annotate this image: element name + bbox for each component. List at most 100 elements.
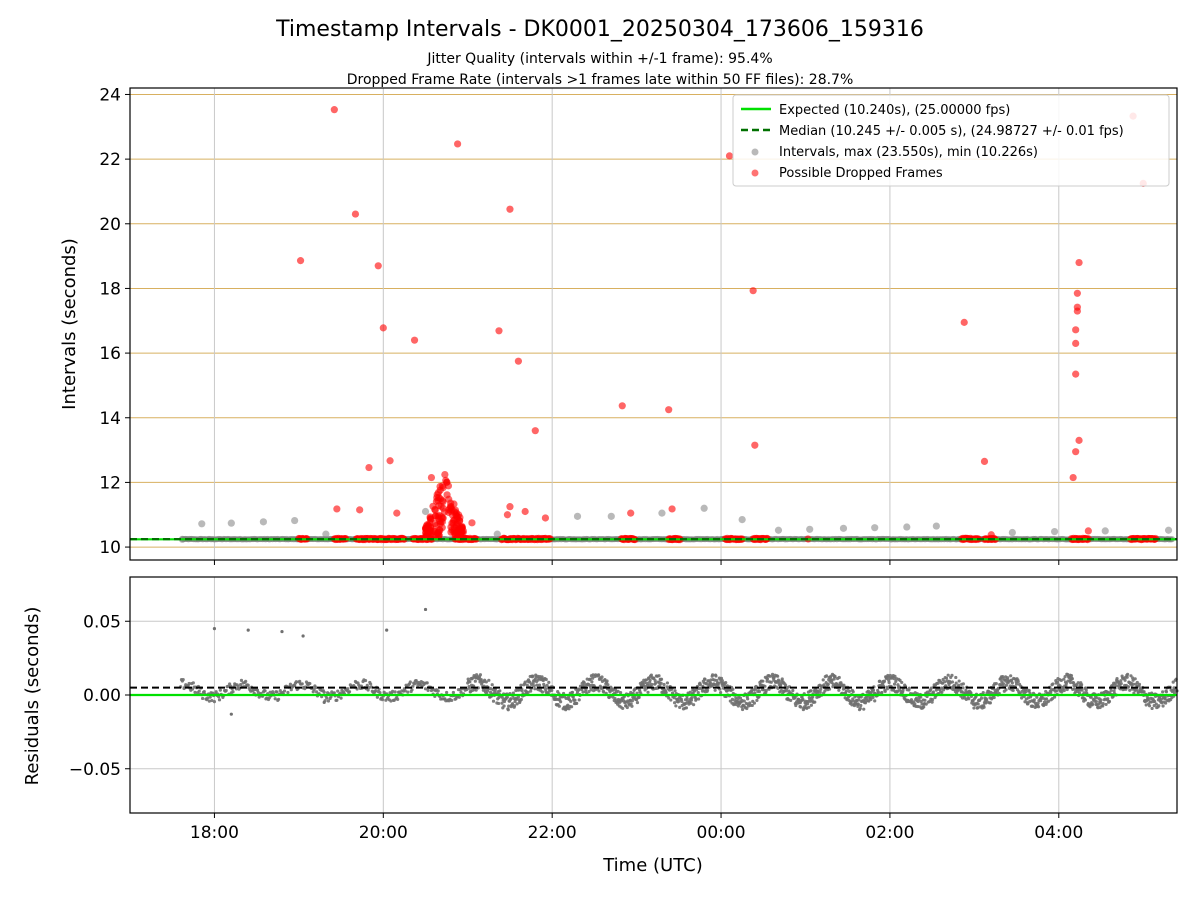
dropped-frame-point	[440, 508, 449, 516]
residual-point	[445, 690, 449, 695]
residual-point	[406, 690, 410, 694]
residual-point	[1107, 699, 1112, 704]
residual-point	[930, 700, 934, 704]
residual-point	[690, 696, 694, 700]
residual-point	[943, 680, 947, 684]
residual-point	[1006, 676, 1010, 680]
residual-point	[202, 689, 206, 694]
residual-point	[1082, 691, 1086, 695]
residual-point	[613, 687, 618, 692]
residual-point	[1060, 690, 1064, 694]
dropped-frame-point	[374, 262, 382, 270]
residual-point	[944, 676, 949, 680]
residual-point	[1146, 698, 1150, 702]
residual-point	[1131, 682, 1136, 686]
residual-point	[294, 680, 298, 684]
residual-point	[680, 699, 684, 703]
residual-point	[557, 704, 561, 708]
residual-point	[664, 691, 668, 695]
residual-point	[880, 690, 884, 695]
residual-point	[703, 677, 707, 681]
residual-point	[907, 686, 911, 690]
residual-point	[496, 701, 501, 706]
residual-point	[277, 697, 281, 701]
legend-intervals-swatch	[751, 148, 759, 156]
residual-point	[930, 697, 935, 702]
residual-point	[957, 683, 961, 687]
residual-point	[1106, 697, 1110, 701]
residual-point	[677, 699, 681, 703]
residual-point	[588, 677, 592, 681]
residual-point	[1137, 682, 1142, 686]
residual-point	[293, 684, 297, 688]
residual-point	[826, 682, 830, 686]
residual-point	[244, 679, 248, 683]
residual-point	[1144, 703, 1148, 707]
residual-point	[1126, 685, 1131, 689]
residual-point	[876, 690, 881, 695]
legend-median: Median (10.245 +/- 0.005 s), (24.98727 +…	[779, 124, 1124, 139]
dropped-frame-point	[1084, 527, 1092, 535]
residual-point	[844, 689, 849, 693]
chart-subtitle-jitter: Jitter Quality (intervals within +/-1 fr…	[426, 51, 772, 67]
residual-point	[1123, 678, 1127, 682]
intervals-point	[1164, 526, 1173, 534]
residual-point	[410, 688, 414, 692]
residual-point	[1024, 690, 1028, 694]
residual-point	[378, 691, 382, 695]
residual-point	[500, 695, 504, 700]
residual-point	[745, 706, 749, 711]
residual-point	[765, 679, 769, 683]
residual-point	[694, 697, 698, 701]
residual-point	[231, 690, 235, 694]
residual-point	[659, 677, 664, 681]
intervals-point	[198, 520, 206, 528]
dropped-frame-point	[1072, 448, 1080, 456]
residual-point	[711, 673, 715, 677]
residual-point	[308, 681, 312, 686]
residual-point	[685, 697, 689, 701]
intervals-point	[322, 530, 330, 538]
residual-point	[1076, 681, 1080, 685]
residual-point	[506, 708, 510, 712]
intervals-ytick-label: 12	[99, 473, 121, 493]
residual-point	[862, 707, 866, 711]
residual-point	[516, 695, 521, 699]
intervals-point	[738, 515, 746, 524]
residual-point	[1171, 680, 1175, 684]
intervals-point	[774, 526, 783, 534]
residual-point	[588, 685, 593, 690]
residual-point	[776, 686, 780, 690]
residual-point	[396, 697, 400, 701]
residual-point	[809, 703, 813, 707]
residual-point	[1112, 689, 1116, 693]
residual-point	[1010, 681, 1014, 685]
residual-point	[731, 687, 735, 691]
residual-point	[206, 696, 210, 700]
residual-point	[969, 691, 973, 695]
dropped-frame-point	[386, 457, 394, 465]
residual-point	[423, 607, 428, 612]
residual-point	[769, 680, 773, 684]
residual-point	[1101, 704, 1105, 708]
residual-point	[1126, 672, 1130, 676]
residual-point	[716, 681, 721, 685]
residual-point	[1164, 690, 1169, 694]
residual-point	[457, 695, 461, 699]
intervals-point	[1008, 528, 1016, 537]
residual-point	[573, 698, 577, 702]
residual-point	[347, 690, 352, 694]
legend-intervals: Intervals, max (23.550s), min (10.226s)	[779, 145, 1038, 160]
residuals-xtick-label: 00:00	[697, 823, 746, 843]
intervals-ytick-label: 20	[99, 215, 121, 235]
residual-point	[1077, 691, 1082, 695]
residual-point	[528, 680, 532, 684]
residual-point	[630, 704, 634, 708]
residual-point	[515, 702, 519, 706]
residual-point	[575, 701, 579, 705]
residual-point	[738, 696, 743, 700]
residual-point	[856, 704, 860, 708]
dropped-frame-point	[627, 509, 635, 517]
residual-point	[298, 679, 302, 683]
residual-point	[1062, 677, 1066, 681]
